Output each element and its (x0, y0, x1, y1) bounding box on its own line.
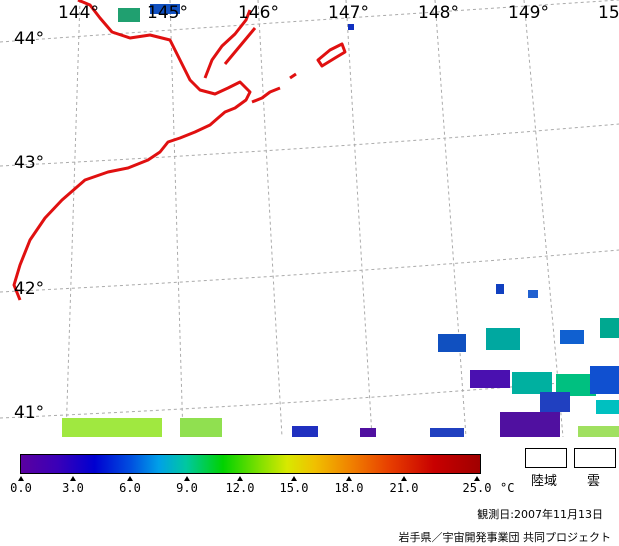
unit-label: °C (500, 481, 515, 495)
meridian-145 (169, 0, 184, 437)
tick-label-6: 6.0 (119, 481, 141, 495)
lat-label-44: 44° (14, 29, 44, 49)
tick-mark (184, 476, 190, 481)
coastline (12, 0, 347, 301)
sst-map: 144° 145° 146° 147° 148° 149° 15 44° 43°… (0, 0, 619, 437)
meridian-146 (257, 0, 283, 437)
graticule (0, 0, 619, 437)
tick-label-3: 3.0 (62, 481, 84, 495)
lon-label-150: 15 (598, 3, 619, 23)
tick-label-25: 25.0 (462, 481, 492, 495)
lon-label-146: 146° (238, 3, 279, 23)
lon-label-145: 145° (147, 3, 188, 23)
observation-date: 観測日:2007年11月13日 (477, 508, 603, 521)
tick-label-18: 18.0 (334, 481, 364, 495)
tick-mark (70, 476, 76, 481)
latitude-labels: 44° 43° 42° 41° (14, 29, 44, 423)
parallel-43 (0, 123, 619, 167)
meridian-144 (65, 0, 81, 437)
parallel-42 (0, 249, 619, 293)
tick-mark (237, 476, 243, 481)
land-label: 陸域 (531, 474, 558, 489)
tick-mark (127, 476, 133, 481)
lon-label-144: 144° (58, 3, 99, 23)
temperature-colorbar (20, 454, 481, 474)
tick-label-0: 0.0 (10, 481, 32, 495)
meridian-149 (523, 0, 564, 437)
tick-mark (291, 476, 297, 481)
tick-mark (346, 476, 352, 481)
credit-line: 岩手県／宇宙開発事業団 共同プロジェクト (398, 531, 612, 544)
sst-patches (62, 4, 619, 437)
lon-label-149: 149° (508, 3, 549, 23)
lat-label-41: 41° (14, 403, 44, 423)
lon-label-148: 148° (418, 3, 459, 23)
longitude-labels: 144° 145° 146° 147° 148° 149° 15 (58, 3, 619, 23)
tick-mark (18, 476, 24, 481)
cloud-label: 雲 (587, 474, 601, 489)
tick-label-9: 9.0 (176, 481, 198, 495)
tick-label-21: 21.0 (389, 481, 419, 495)
meridian-148 (434, 0, 467, 437)
lon-label-147: 147° (328, 3, 369, 23)
parallel-44 (0, 0, 619, 43)
cloud-swatch (574, 448, 616, 468)
meridian-147 (345, 0, 373, 437)
legend: 0.0 3.0 6.0 9.0 12.0 15.0 18.0 21.0 25.0… (0, 437, 619, 546)
tick-label-12: 12.0 (225, 481, 255, 495)
tick-mark (474, 476, 480, 481)
tick-label-15: 15.0 (279, 481, 309, 495)
lat-label-42: 42° (14, 279, 44, 299)
lat-label-43: 43° (14, 153, 44, 173)
tick-mark (401, 476, 407, 481)
land-swatch (525, 448, 567, 468)
